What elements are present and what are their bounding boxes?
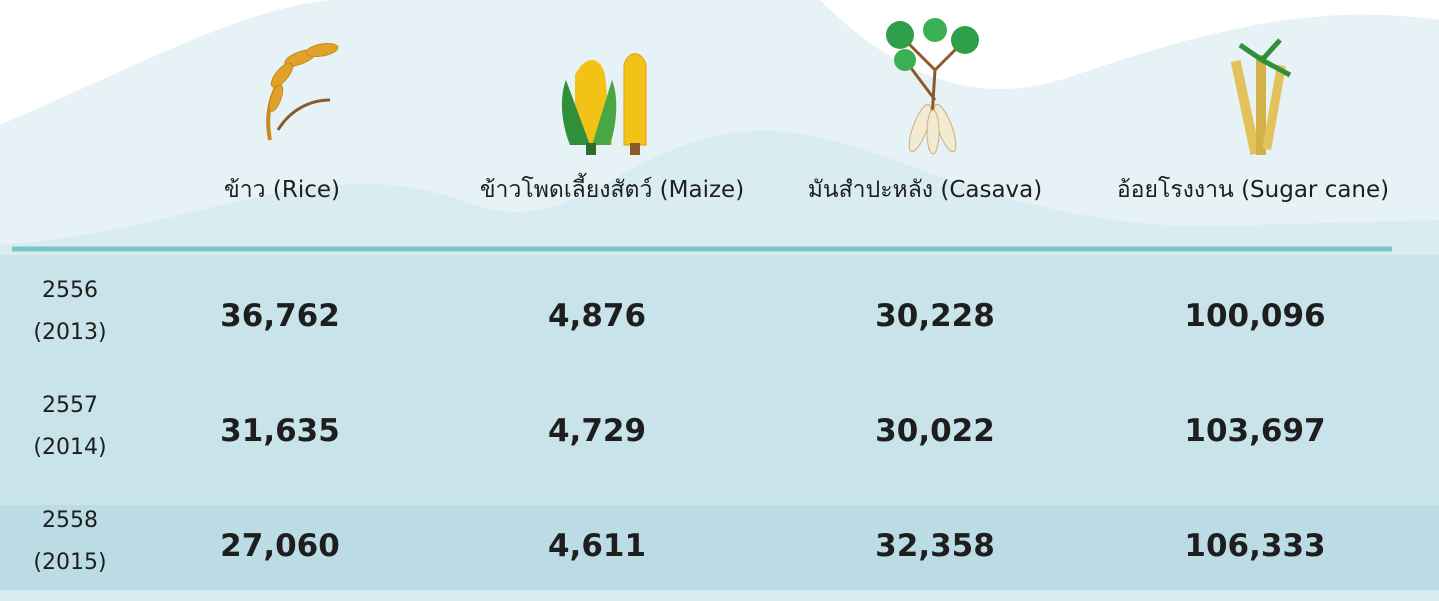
row-band	[0, 505, 1439, 590]
table-cell: 31,635	[220, 413, 340, 449]
table-cell: 4,876	[547, 298, 647, 334]
column-header: ข้าว (Rice)	[224, 177, 340, 203]
year-ce: (2015)	[33, 550, 107, 575]
table-cell: 36,762	[220, 298, 340, 334]
table-cell: 103,697	[1184, 413, 1326, 449]
table-cell: 30,228	[875, 298, 995, 334]
year-ce: (2013)	[33, 320, 107, 345]
column-header: มันสำปะหลัง (Casava)	[807, 177, 1043, 203]
table-cell: 27,060	[220, 528, 340, 564]
rice-icon	[266, 42, 339, 141]
cassava-icon	[886, 18, 979, 155]
table-cell: 32,358	[875, 528, 995, 564]
year-be: 2557	[42, 393, 98, 418]
table-cell: 4,611	[547, 528, 647, 564]
row-label: 2557 (2014)	[33, 385, 106, 469]
row-label: 2556 (2013)	[33, 270, 106, 354]
table-cell: 106,333	[1184, 528, 1326, 564]
sugarcane-icon	[1230, 38, 1292, 155]
year-be: 2556	[42, 278, 98, 303]
row-label: 2558 (2015)	[33, 500, 106, 584]
table-cell: 4,729	[547, 413, 647, 449]
table-cell: 30,022	[875, 413, 995, 449]
year-be: 2558	[42, 508, 98, 533]
year-ce: (2014)	[33, 435, 107, 460]
column-header: อ้อยโรงงาน (Sugar cane)	[1116, 177, 1390, 203]
column-header: ข้าวโพดเลี้ยงสัตว์ (Maize)	[479, 177, 745, 203]
maize-icon	[561, 53, 647, 155]
table-cell: 100,096	[1184, 298, 1326, 334]
